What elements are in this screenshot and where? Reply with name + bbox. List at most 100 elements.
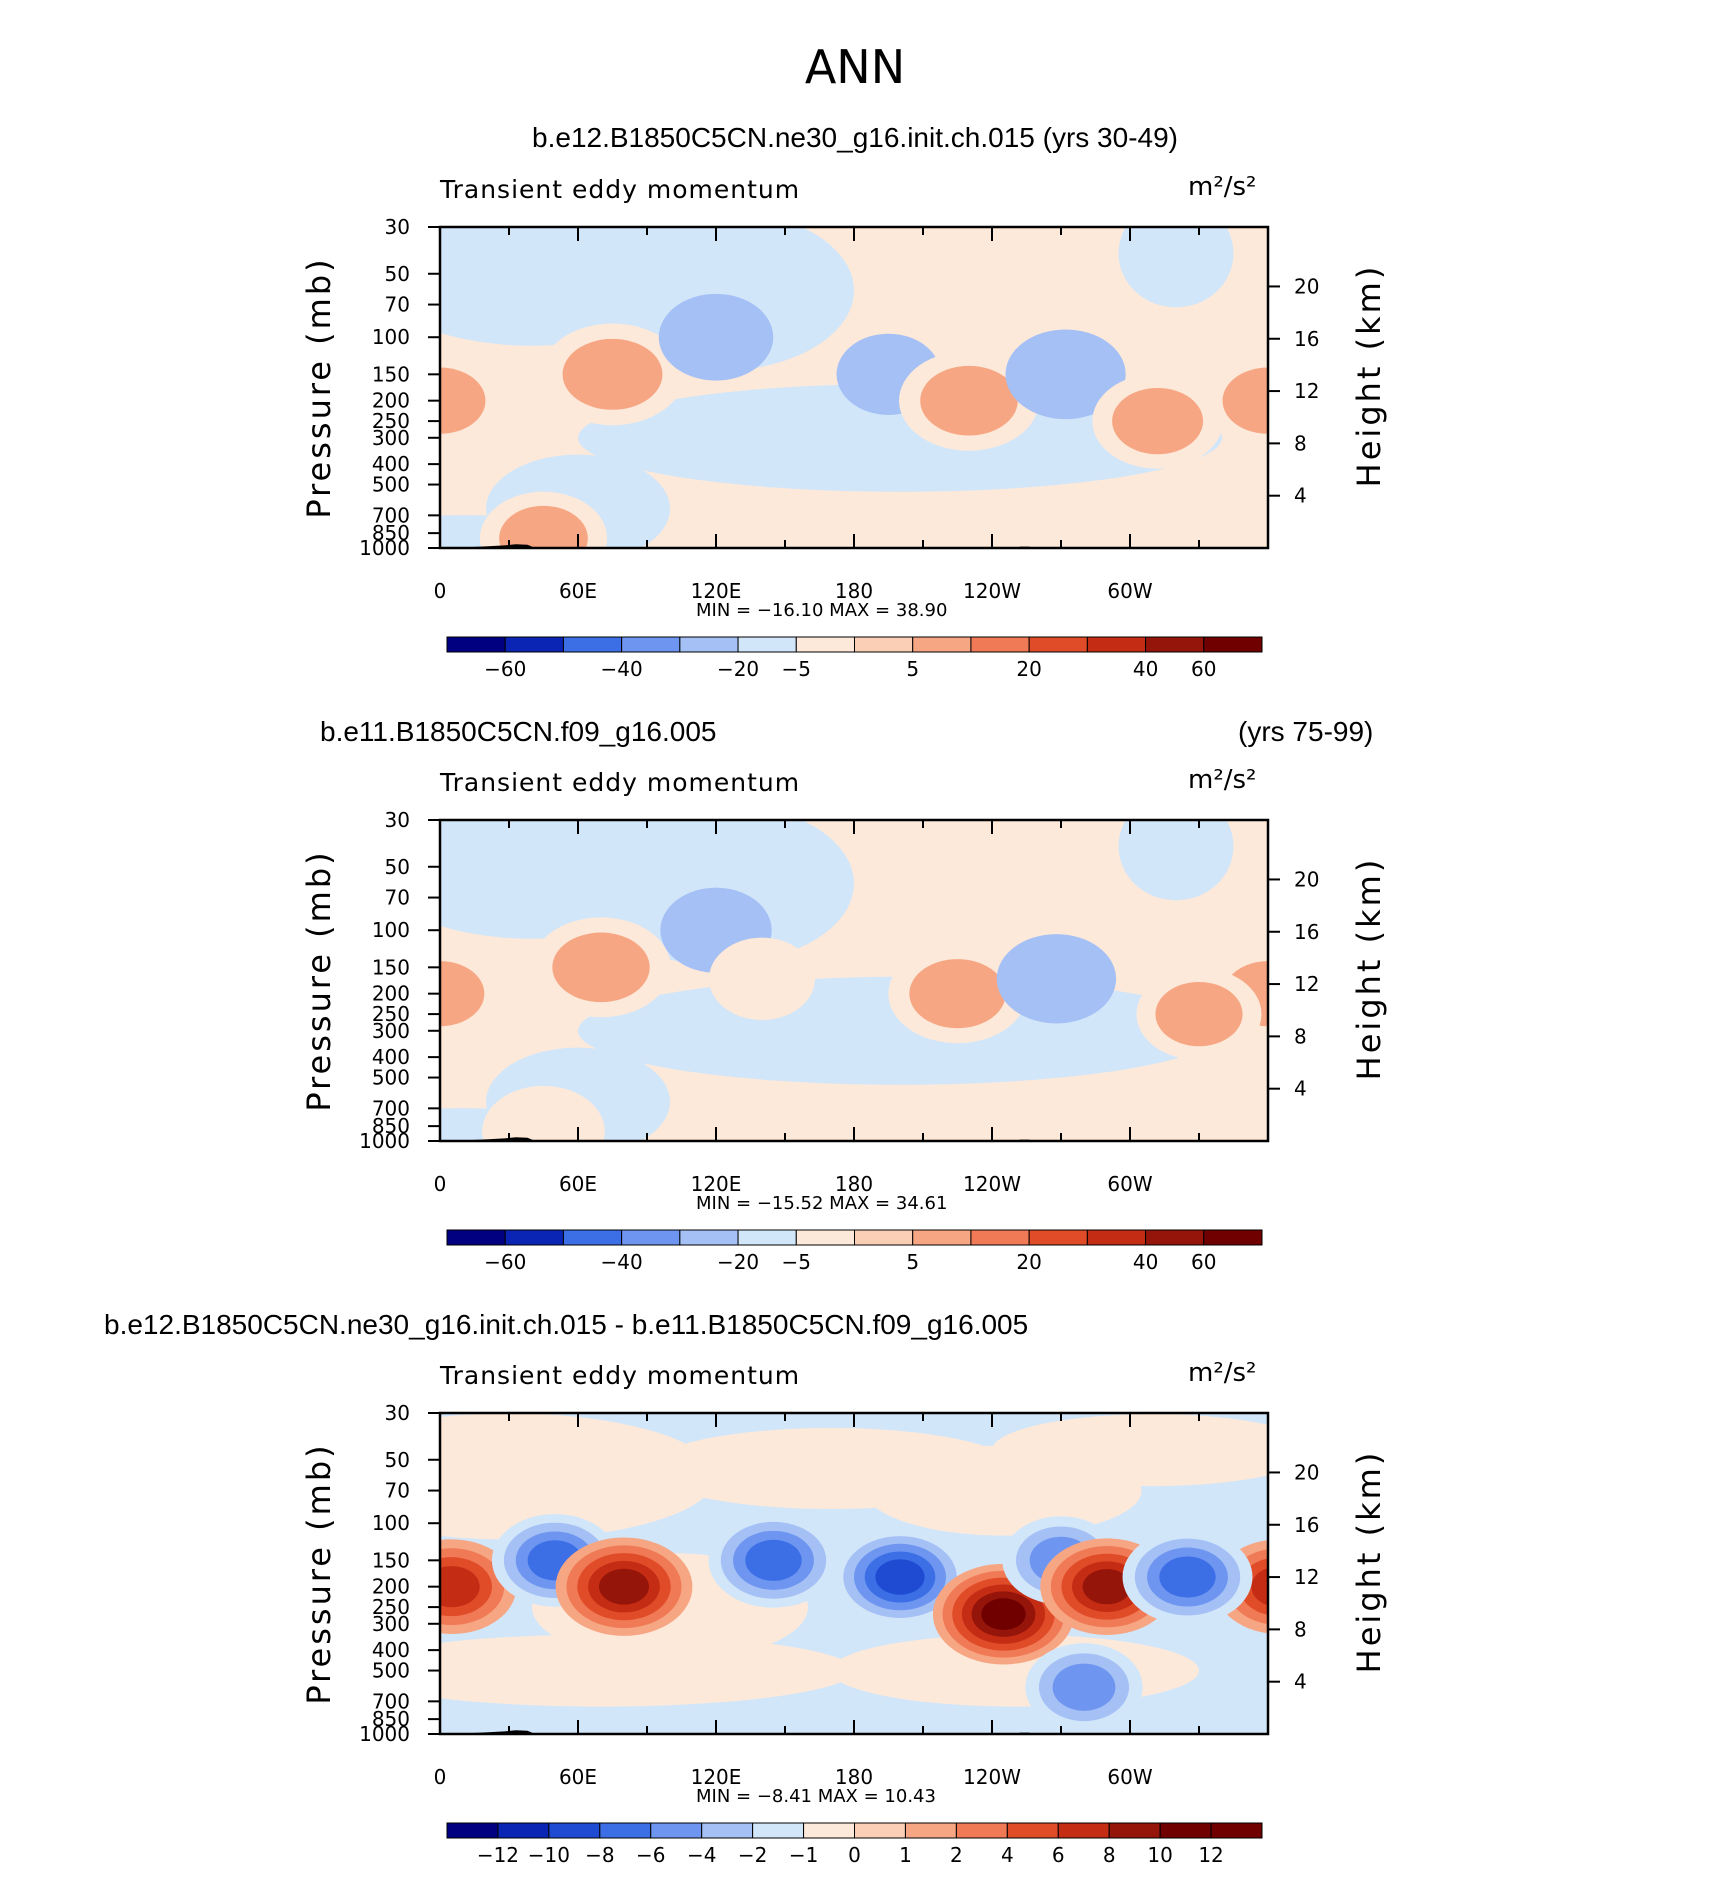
panel-3-y2-axis-title: Height (km) bbox=[1350, 1450, 1388, 1674]
panel-3-x-tick-label-5: 60W bbox=[1107, 1765, 1152, 1789]
panel-3-contour-plot: 0 60E 120E 180 120W 60W3050701001502002503004… bbox=[300, 1401, 1388, 1867]
panel-1-y-tick-label-1000: 1000 bbox=[359, 536, 410, 560]
panel-1-colorbar-label-3: −5 bbox=[782, 657, 811, 681]
panel-2-y2-tick-label-20: 20 bbox=[1294, 867, 1319, 891]
panel-3-y-tick-label-100: 100 bbox=[372, 1511, 410, 1535]
panel-3-y2-tick-label-12: 12 bbox=[1294, 1565, 1319, 1589]
panel-3-patch-0 bbox=[440, 1413, 716, 1540]
panel-2-feature-0-ring-2 bbox=[440, 975, 466, 1013]
panel-1-feature-1-ring-2 bbox=[584, 354, 641, 395]
panel-1-x-tick-label-3: 180 bbox=[835, 579, 873, 603]
panel-3-colorbar-bin-12 bbox=[1057, 1822, 1110, 1839]
panel-2-colorbar-label-2: −20 bbox=[717, 1250, 759, 1274]
panel-3-y2-tick-label-16: 16 bbox=[1294, 1513, 1319, 1537]
panel-2-y2-tick-label-16: 16 bbox=[1294, 920, 1319, 944]
panel-1-y2-tick-label-4: 4 bbox=[1294, 484, 1307, 508]
panel-1-colorbar-label-4: 5 bbox=[906, 657, 919, 681]
panel-2-feature-6-ring-2 bbox=[1174, 995, 1224, 1033]
panel-1-contour-plot: 0 60E 120E 180 120W 60W3050701001502002503004… bbox=[300, 215, 1388, 681]
panel-1-colorbar-label-5: 20 bbox=[1016, 657, 1041, 681]
panel-3-colorbar-bin-10 bbox=[955, 1822, 1008, 1839]
panel-1-y-tick-label-500: 500 bbox=[372, 473, 410, 497]
panel-2-y-tick-label-70: 70 bbox=[385, 886, 410, 910]
panel-3-colorbar-bin-1 bbox=[497, 1822, 550, 1839]
panel-2-feature-1-ring-2 bbox=[573, 947, 629, 987]
panel-2-colorbar-label-1: −40 bbox=[601, 1250, 643, 1274]
panel-1-feature-0-wrap-ring-2 bbox=[1242, 381, 1268, 420]
panel-1-y2-tick-label-12: 12 bbox=[1294, 379, 1319, 403]
panel-3-colorbar-bin-5 bbox=[701, 1822, 754, 1839]
panel-3-x-tick-label-3: 180 bbox=[835, 1765, 873, 1789]
panel-1-x-tick-label-2: 120E bbox=[691, 579, 742, 603]
panel-2-feature-5-ring-1 bbox=[1022, 953, 1091, 1005]
panel-2-x-tick-label-3: 180 bbox=[835, 1172, 873, 1196]
panel-2-x-tick-label-2: 120E bbox=[691, 1172, 742, 1196]
panel-3-colorbar-bin-2 bbox=[548, 1822, 601, 1839]
panel-3-colorbar-label-13: 10 bbox=[1147, 1843, 1172, 1867]
panel-3-y-tick-label-700: 700 bbox=[372, 1689, 410, 1713]
panel-3-colorbar-label-2: −8 bbox=[585, 1843, 614, 1867]
panel-2-x-tick-label-4: 120W bbox=[963, 1172, 1021, 1196]
panel-3-colorbar-label-10: 4 bbox=[1001, 1843, 1014, 1867]
panel-2-y2-tick-label-4: 4 bbox=[1294, 1077, 1307, 1101]
panel-2-colorbar: −60 −40 −20 −5 5 20 40 60 bbox=[446, 1229, 1263, 1274]
panel-2-y-tick-label-850: 850 bbox=[372, 1114, 410, 1138]
panel-3-colorbar-bin-15 bbox=[1210, 1822, 1263, 1839]
panel-1-case-title: b.e12.B1850C5CN.ne30_g16.init.ch.015 (yr… bbox=[532, 122, 1178, 153]
panel-2-y-tick-label-200: 200 bbox=[372, 982, 410, 1006]
panel-2-y-tick-label-50: 50 bbox=[385, 855, 410, 879]
panel-1-x-tick-label-1: 60E bbox=[559, 579, 597, 603]
panel-1-y-tick-label-850: 850 bbox=[372, 521, 410, 545]
panel-1-colorbar-label-2: −20 bbox=[717, 657, 759, 681]
panel-3-case-title: b.e12.B1850C5CN.ne30_g16.init.ch.015 - b… bbox=[104, 1309, 1029, 1340]
panel-1-y-tick-label-300: 300 bbox=[372, 426, 410, 450]
panel-2-contour-fill bbox=[440, 820, 1268, 1141]
panel-2-y-tick-label-1000: 1000 bbox=[359, 1129, 410, 1153]
panel-1-feature-4-ring-2 bbox=[941, 380, 997, 421]
panel-2-colorbar-label-6: 40 bbox=[1133, 1250, 1158, 1274]
panel-1-y-tick-label-30: 30 bbox=[385, 215, 410, 239]
panel-2-y-tick-label-250: 250 bbox=[372, 1002, 410, 1026]
panel-2-y2-axis: 20 16 12 8 4 Height (km) bbox=[1268, 857, 1388, 1101]
panel-3-y2-axis: 20 16 12 8 4 Height (km) bbox=[1268, 1450, 1388, 1694]
panel-3-feature-4-ring-5 bbox=[886, 1566, 914, 1588]
panel-3-feature-8-ring-4 bbox=[1171, 1565, 1204, 1589]
panel-3-y-tick-label-500: 500 bbox=[372, 1659, 410, 1683]
panel-3-colorbar-label-5: −2 bbox=[738, 1843, 767, 1867]
panel-2-feature-2-ring-1 bbox=[684, 906, 748, 955]
panel-3-colorbar-bin-8 bbox=[854, 1822, 906, 1839]
panel-3-colorbar-bin-9 bbox=[904, 1822, 957, 1839]
panel-3-feature-3-ring-4 bbox=[757, 1548, 790, 1572]
panel-3-feature-7-ring-5 bbox=[1093, 1576, 1121, 1597]
panel-3-colorbar-label-8: 1 bbox=[899, 1843, 912, 1867]
panel-3-x-tick-label-1: 60E bbox=[559, 1765, 597, 1789]
panel-2-variable-label: Transient eddy momentum bbox=[440, 768, 801, 797]
panel-3-x-tick-label-2: 120E bbox=[691, 1765, 742, 1789]
panel-3-x-tick-label-0: 0 bbox=[434, 1765, 447, 1789]
panel-2-y2-tick-label-12: 12 bbox=[1294, 972, 1319, 996]
panel-2-patch-5 bbox=[1118, 820, 1234, 901]
panel-3-feature-5-ring-6 bbox=[990, 1605, 1017, 1624]
panel-3-y-tick-label-70: 70 bbox=[385, 1479, 410, 1503]
panel-3-y-axis-title: Pressure (mb) bbox=[300, 1442, 338, 1704]
panel-1-y2-axis: 20 16 12 8 4 Height (km) bbox=[1268, 264, 1388, 508]
panel-2-y2-tick-label-8: 8 bbox=[1294, 1024, 1307, 1048]
panel-1-y2-tick-label-8: 8 bbox=[1294, 431, 1307, 455]
panel-3-colorbar-label-11: 6 bbox=[1052, 1843, 1065, 1867]
panel-3-colorbar-bin-13 bbox=[1108, 1822, 1161, 1839]
panel-3-y2-tick-label-20: 20 bbox=[1294, 1460, 1319, 1484]
panel-1-y2-tick-label-20: 20 bbox=[1294, 274, 1319, 298]
panel-3-feature-0-ring-4 bbox=[440, 1575, 468, 1599]
panel-1-y-tick-label-70: 70 bbox=[385, 293, 410, 317]
panel-3-colorbar-label-9: 2 bbox=[950, 1843, 963, 1867]
panel-1-colorbar-label-1: −40 bbox=[601, 657, 643, 681]
panel-2-y-tick-label-400: 400 bbox=[372, 1045, 410, 1069]
panel-2-contour-plot: 0 60E 120E 180 120W 60W3050701001502002503004… bbox=[300, 808, 1388, 1274]
panel-3-feature-2-ring-5 bbox=[609, 1576, 639, 1597]
panel-3-colorbar-label-7: 0 bbox=[848, 1843, 861, 1867]
panel-1-y-tick-label-100: 100 bbox=[372, 325, 410, 349]
panel-3-y-tick-label-30: 30 bbox=[385, 1401, 410, 1425]
panel-3-contour-fill bbox=[440, 1413, 1268, 1732]
panel-1-y-tick-label-200: 200 bbox=[372, 389, 410, 413]
